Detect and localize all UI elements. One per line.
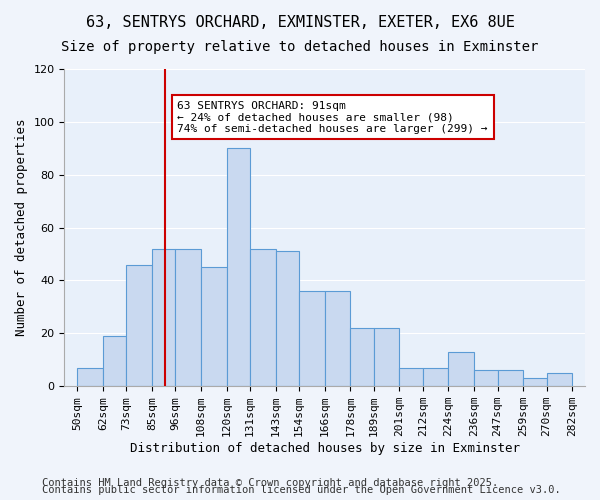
Bar [103, 336, 126, 386]
X-axis label: Distribution of detached houses by size in Exminster: Distribution of detached houses by size … [130, 442, 520, 455]
Bar [201, 268, 227, 386]
Bar [152, 249, 175, 386]
Bar [497, 370, 523, 386]
Bar [423, 368, 448, 386]
Bar [448, 352, 474, 386]
Bar [350, 328, 374, 386]
Bar [275, 252, 299, 386]
Y-axis label: Number of detached properties: Number of detached properties [15, 119, 28, 336]
Bar [175, 249, 201, 386]
Text: 63, SENTRYS ORCHARD, EXMINSTER, EXETER, EX6 8UE: 63, SENTRYS ORCHARD, EXMINSTER, EXETER, … [86, 15, 514, 30]
Text: Size of property relative to detached houses in Exminster: Size of property relative to detached ho… [61, 40, 539, 54]
Bar [374, 328, 400, 386]
Bar [77, 368, 103, 386]
Bar [547, 373, 572, 386]
Bar [474, 370, 497, 386]
Bar [400, 368, 423, 386]
Bar [250, 249, 275, 386]
Bar [523, 378, 547, 386]
Bar [299, 291, 325, 386]
Bar [126, 264, 152, 386]
Text: 63 SENTRYS ORCHARD: 91sqm
← 24% of detached houses are smaller (98)
74% of semi-: 63 SENTRYS ORCHARD: 91sqm ← 24% of detac… [178, 100, 488, 134]
Bar [325, 291, 350, 386]
Text: Contains HM Land Registry data © Crown copyright and database right 2025.: Contains HM Land Registry data © Crown c… [42, 478, 498, 488]
Text: Contains public sector information licensed under the Open Government Licence v3: Contains public sector information licen… [42, 485, 561, 495]
Bar [227, 148, 250, 386]
